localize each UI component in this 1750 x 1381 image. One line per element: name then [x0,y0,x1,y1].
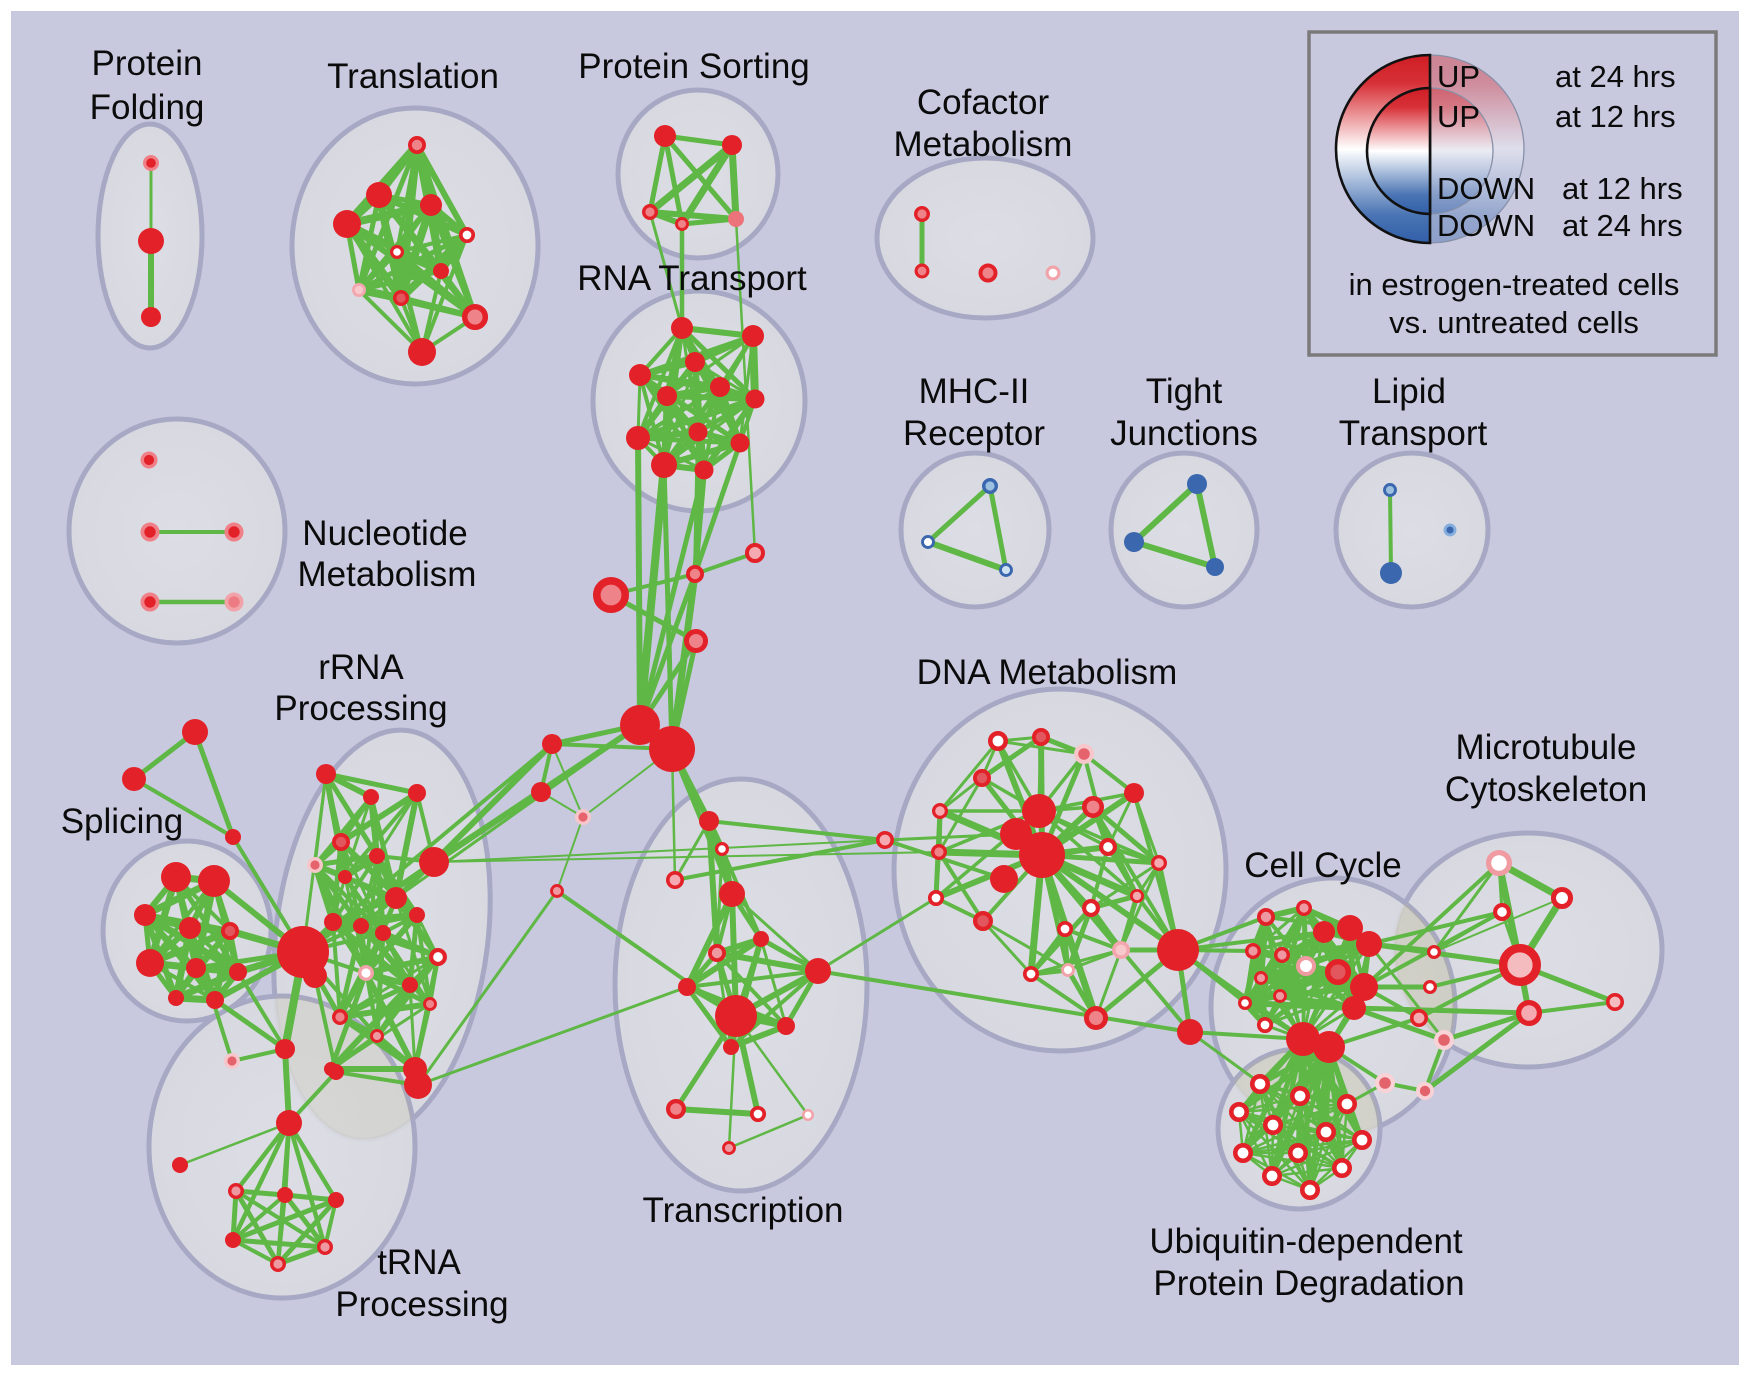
svg-text:Folding: Folding [90,88,205,127]
svg-text:Metabolism: Metabolism [298,555,477,594]
svg-text:in estrogen-treated cells: in estrogen-treated cells [1349,267,1680,302]
svg-text:Microtubule: Microtubule [1456,728,1637,767]
svg-text:rRNA: rRNA [318,648,404,687]
svg-text:at 24 hrs: at 24 hrs [1562,208,1683,243]
svg-text:at 24 hrs: at 24 hrs [1555,59,1676,94]
svg-text:MHC-II: MHC-II [919,372,1030,411]
svg-text:Protein: Protein [92,44,203,83]
svg-text:RNA Transport: RNA Transport [577,259,807,298]
svg-text:at 12 hrs: at 12 hrs [1562,171,1683,206]
svg-text:DOWN: DOWN [1437,208,1535,243]
svg-text:Cell Cycle: Cell Cycle [1244,846,1402,885]
svg-text:at 12 hrs: at 12 hrs [1555,99,1676,134]
svg-text:Processing: Processing [335,1285,508,1324]
svg-text:Transcription: Transcription [643,1191,844,1230]
svg-text:Cofactor: Cofactor [917,83,1050,122]
svg-text:Metabolism: Metabolism [894,125,1073,164]
svg-text:Transport: Transport [1339,414,1488,453]
svg-text:UP: UP [1437,59,1480,94]
svg-text:UP: UP [1437,99,1480,134]
svg-text:Lipid: Lipid [1372,372,1446,411]
svg-text:Receptor: Receptor [903,414,1045,453]
svg-text:Splicing: Splicing [61,802,184,841]
svg-text:vs. untreated cells: vs. untreated cells [1389,305,1639,340]
svg-text:Nucleotide: Nucleotide [302,514,467,553]
svg-text:Cytoskeleton: Cytoskeleton [1445,770,1647,809]
svg-text:DNA Metabolism: DNA Metabolism [917,653,1178,692]
svg-text:Protein Sorting: Protein Sorting [578,47,810,86]
svg-text:Processing: Processing [274,689,447,728]
svg-text:DOWN: DOWN [1437,171,1535,206]
svg-text:Ubiquitin-dependent: Ubiquitin-dependent [1149,1222,1463,1261]
svg-text:Junctions: Junctions [1110,414,1258,453]
svg-text:Tight: Tight [1146,372,1223,411]
svg-text:Protein Degradation: Protein Degradation [1153,1264,1464,1303]
svg-text:tRNA: tRNA [377,1243,461,1282]
svg-text:Translation: Translation [327,57,499,96]
